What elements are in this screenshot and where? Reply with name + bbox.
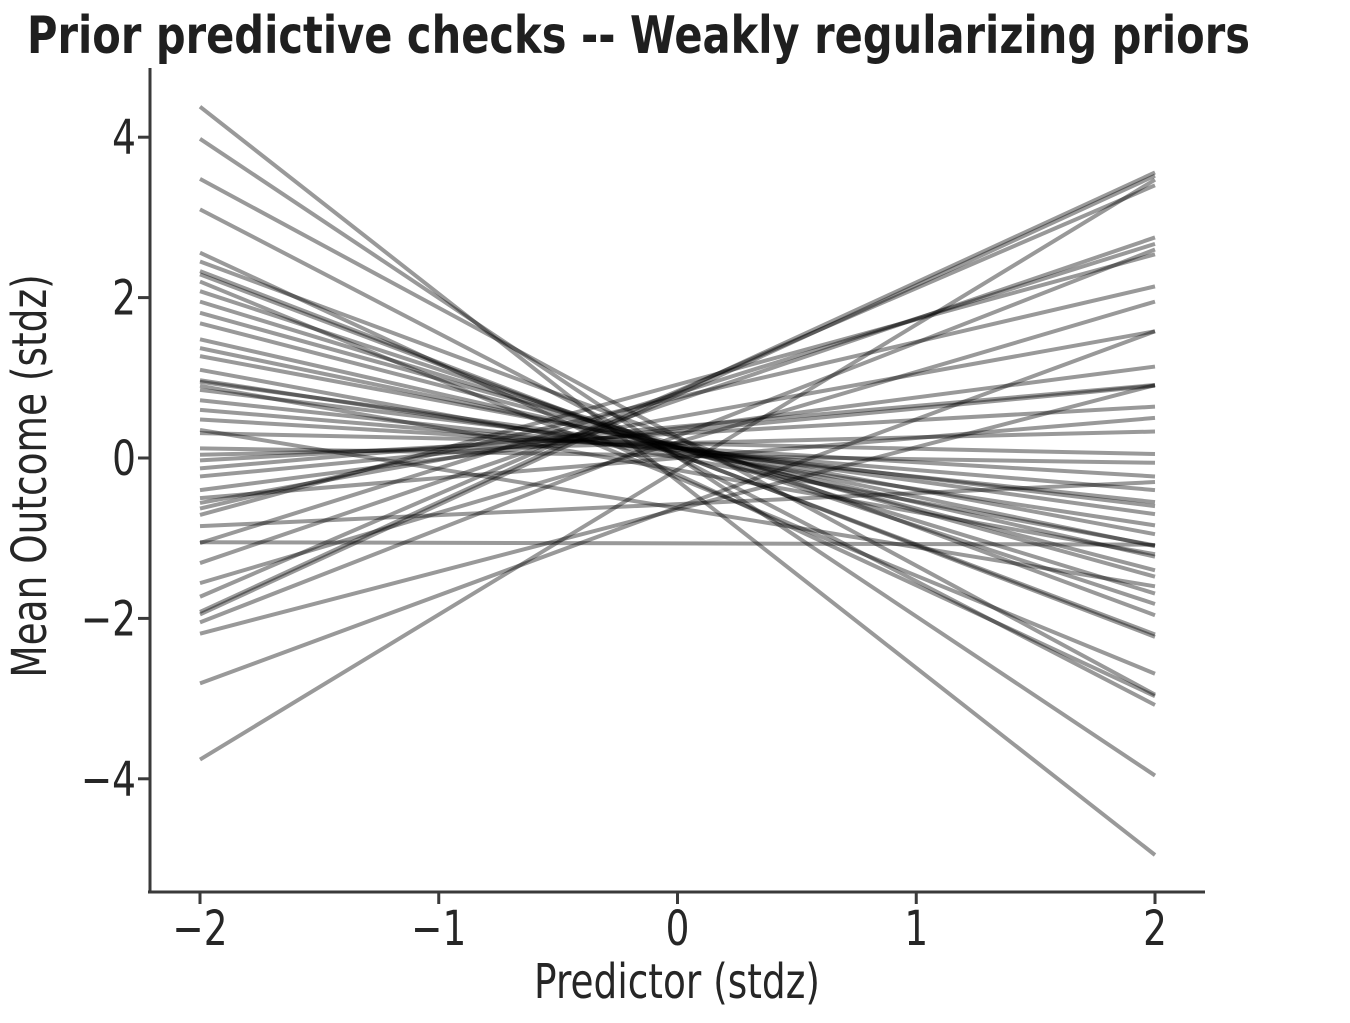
x-tick-label: −1 — [411, 902, 466, 958]
prior-draw-line — [199, 429, 1156, 457]
prior-draw-line — [199, 337, 1156, 559]
prior-draw-line — [199, 383, 1156, 479]
prior-draw-line — [199, 364, 1156, 493]
prior-draw-line — [199, 269, 1156, 639]
prior-draw-line — [199, 241, 1156, 545]
prior-draw-line — [199, 259, 1156, 618]
prior-draw-line — [199, 415, 1156, 501]
prior-draw-line — [199, 404, 1156, 463]
prior-draw-line — [199, 383, 1156, 471]
prior-draw-line — [199, 289, 1156, 606]
prior-draw-line — [199, 354, 1156, 537]
axes-layer — [138, 68, 1205, 904]
prior-draw-line — [199, 480, 1156, 529]
prior-draw-line — [199, 367, 1156, 548]
prior-draw-line — [199, 329, 1156, 686]
prior-draw-line — [199, 446, 1156, 465]
prior-draw-line — [199, 252, 1156, 517]
prior-draw-line — [199, 417, 1156, 479]
prior-draw-line — [199, 383, 1156, 557]
prior-draw-line — [199, 398, 1156, 505]
x-tick-label: 0 — [666, 902, 690, 958]
prior-draw-line — [199, 427, 1156, 589]
prior-draw-line — [199, 299, 1156, 596]
prior-draw-line — [199, 329, 1156, 505]
chart-title: Prior predictive checks -- Weakly regula… — [27, 6, 1250, 67]
x-tick-label: 2 — [1143, 902, 1167, 958]
tick-labels-layer: −2 −1 0 1 2 4 2 0 −2 −4 — [81, 111, 1167, 958]
x-axis-label: Predictor (stdz) — [534, 955, 820, 1011]
prior-draw-line — [199, 235, 1156, 565]
y-tick-label: 2 — [112, 271, 136, 327]
y-axis-label: Mean Outcome (stdz) — [3, 274, 59, 677]
prior-draw-line — [199, 247, 1156, 625]
prior-lines-layer — [198, 105, 1157, 857]
prior-draw-line — [199, 387, 1156, 509]
y-tick-label: −4 — [81, 752, 136, 808]
prior-draw-line — [199, 177, 1156, 697]
y-tick-label: 4 — [112, 111, 136, 167]
y-tick-label: −2 — [81, 592, 136, 648]
x-tick-label: 1 — [904, 902, 928, 958]
prior-draw-line — [199, 378, 1156, 528]
prior-draw-line — [199, 540, 1156, 547]
prior-draw-line — [199, 183, 1156, 599]
prior-draw-line — [199, 173, 1156, 617]
prior-draw-line — [199, 170, 1156, 614]
prior-draw-line — [199, 299, 1156, 586]
prior-draw-line — [199, 431, 1156, 456]
prior-draw-line — [199, 284, 1156, 511]
prior-draw-line — [199, 383, 1156, 636]
prior-draw-line — [198, 137, 1157, 778]
prior-draw-line — [199, 407, 1156, 493]
prior-draw-line — [198, 177, 1157, 762]
prior-draw-line — [199, 279, 1156, 676]
prior-draw-line — [199, 321, 1156, 573]
prior-draw-line — [199, 310, 1156, 579]
prior-draw-line — [199, 272, 1156, 637]
prior-draw-line — [199, 250, 1156, 699]
prior-draw-line — [199, 207, 1156, 707]
prior-draw-line — [199, 379, 1156, 517]
prior-draw-line — [198, 105, 1157, 857]
y-tick-label: 0 — [112, 432, 136, 488]
prior-draw-line — [199, 346, 1156, 549]
x-tick-label: −2 — [172, 902, 227, 958]
